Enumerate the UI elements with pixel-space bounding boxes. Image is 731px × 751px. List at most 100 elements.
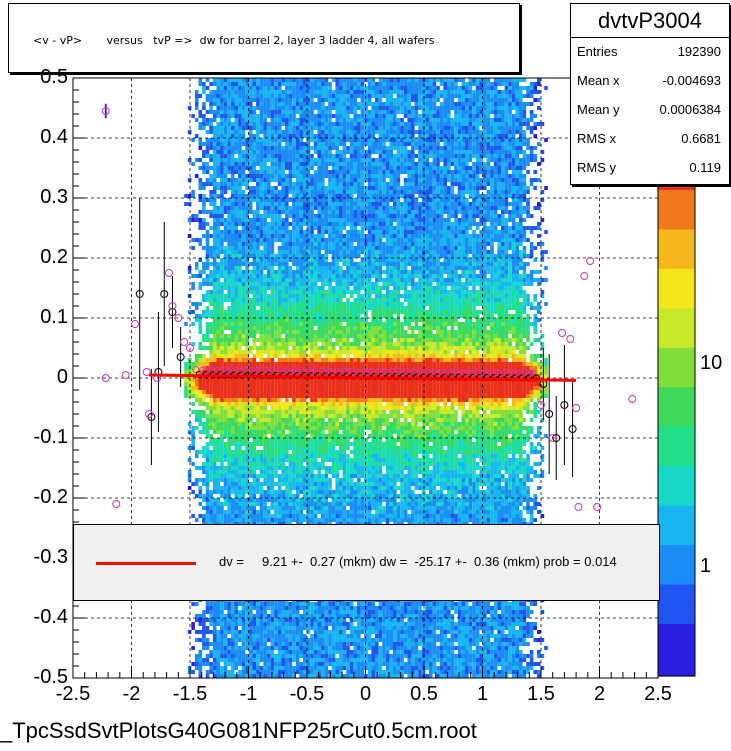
heatmap-cell [295, 350, 300, 354]
heatmap-cell [227, 146, 231, 150]
heatmap-cell [216, 614, 221, 618]
heatmap-cell [270, 506, 275, 510]
heatmap-cell [299, 314, 303, 318]
heatmap-cell [299, 442, 303, 446]
heatmap-cell [223, 230, 228, 234]
heatmap-cell [274, 286, 278, 290]
heatmap-cell [252, 622, 257, 626]
heatmap-cell [248, 270, 253, 274]
heatmap-cell [317, 146, 321, 150]
heatmap-cell [263, 442, 267, 446]
heatmap-cell [248, 474, 253, 478]
heatmap-cell [227, 654, 231, 658]
heatmap-cell [274, 462, 278, 466]
heatmap-cell [212, 262, 217, 266]
heatmap-cell [263, 630, 267, 634]
heatmap-cell [274, 322, 278, 326]
heatmap-cell [295, 666, 300, 670]
heatmap-cell [220, 622, 224, 626]
heatmap-cell [299, 234, 303, 238]
heatmap-cell [227, 198, 231, 202]
heatmap-cell [198, 674, 203, 678]
heatmap-cell [295, 206, 300, 210]
heatmap-cell [303, 182, 307, 186]
heatmap-cell [292, 98, 296, 102]
heatmap-cell [310, 402, 314, 406]
heatmap-cell [245, 142, 249, 146]
heatmap-cell [281, 434, 285, 438]
heatmap-cell [310, 266, 314, 270]
heatmap-cell [270, 414, 275, 418]
heatmap-cell [216, 146, 221, 150]
heatmap-cell [220, 258, 224, 262]
heatmap-cell [238, 322, 242, 326]
heatmap-cell [216, 510, 221, 514]
heatmap-cell [241, 322, 246, 326]
heatmap-cell [248, 98, 253, 102]
heatmap-cell [317, 82, 321, 86]
heatmap-cell [270, 494, 275, 498]
heatmap-cell [248, 498, 253, 502]
heatmap-cell [270, 674, 275, 678]
heatmap-cell [310, 362, 314, 366]
heatmap-cell [202, 86, 206, 90]
heatmap-cell [303, 146, 307, 150]
heatmap-cell [238, 274, 242, 278]
heatmap-cell [238, 238, 242, 242]
heatmap-cell [252, 110, 257, 114]
heatmap-cell [216, 662, 221, 666]
heatmap-cell [209, 630, 213, 634]
heatmap-cell [306, 242, 311, 246]
heatmap-cell [256, 170, 260, 174]
heatmap-cell [285, 278, 289, 282]
heatmap-cell [248, 162, 253, 166]
heatmap-cell [238, 510, 242, 514]
heatmap-cell [303, 494, 307, 498]
heatmap-cell [216, 122, 221, 126]
heatmap-cell [205, 278, 210, 282]
heatmap-cell [321, 438, 325, 442]
heatmap-cell [266, 274, 271, 278]
heatmap-cell [299, 378, 303, 382]
heatmap-cell [194, 158, 199, 162]
heatmap-cell [306, 90, 311, 94]
heatmap-cell [295, 318, 300, 322]
heatmap-cell [252, 442, 257, 446]
heatmap-cell [256, 478, 260, 482]
heatmap-cell [274, 170, 278, 174]
heatmap-cell [230, 234, 235, 238]
heatmap-cell [288, 130, 293, 134]
heatmap-cell [245, 506, 249, 510]
heatmap-cell [248, 366, 253, 370]
heatmap-cell [277, 130, 282, 134]
heatmap-cell [259, 222, 264, 226]
heatmap-cell [248, 650, 253, 654]
heatmap-cell [202, 390, 206, 394]
heatmap-cell [256, 326, 260, 330]
heatmap-cell [263, 214, 267, 218]
heatmap-cell [288, 454, 293, 458]
heatmap-cell [248, 426, 253, 430]
heatmap-cell [212, 674, 217, 678]
heatmap-cell [321, 446, 325, 450]
heatmap-cell [216, 506, 221, 510]
heatmap-cell [310, 282, 314, 286]
heatmap-cell [285, 350, 289, 354]
heatmap-cell [234, 618, 239, 622]
heatmap-cell [299, 190, 303, 194]
heatmap-cell [256, 646, 260, 650]
heatmap-cell [202, 346, 206, 350]
heatmap-cell [245, 94, 249, 98]
heatmap-cell [303, 390, 307, 394]
heatmap-cell [270, 270, 275, 274]
heatmap-cell [274, 318, 278, 322]
heatmap-cell [248, 606, 253, 610]
heatmap-cell [216, 274, 221, 278]
heatmap-cell [310, 258, 314, 262]
heatmap-cell [209, 438, 213, 442]
heatmap-cell [241, 166, 246, 170]
heatmap-cell [292, 170, 296, 174]
heatmap-cell [270, 650, 275, 654]
heatmap-cell [292, 214, 296, 218]
heatmap-cell [295, 310, 300, 314]
